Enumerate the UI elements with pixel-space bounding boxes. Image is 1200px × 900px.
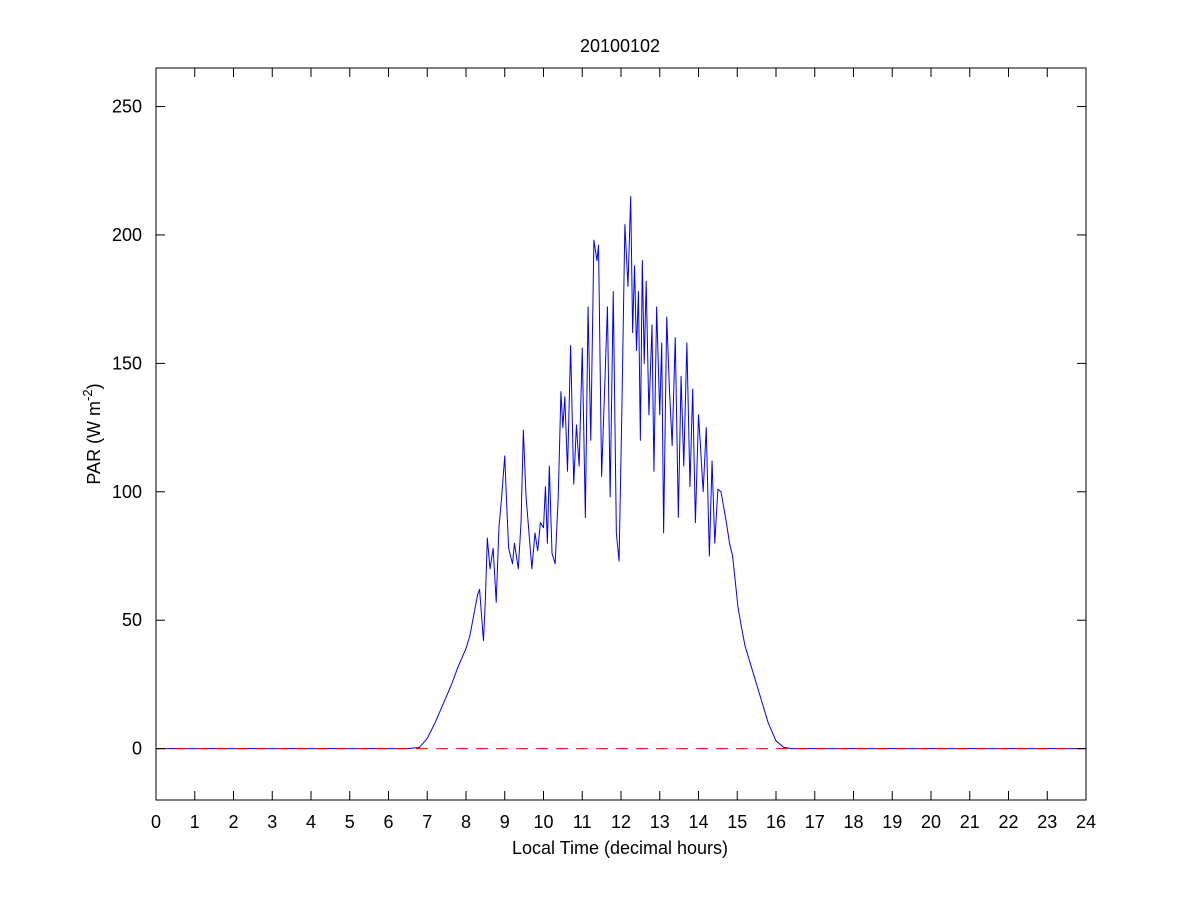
x-tick-label: 4: [306, 812, 316, 832]
x-tick-label: 15: [727, 812, 747, 832]
y-tick-label: 100: [112, 482, 142, 502]
y-axis-label-exponent: -2: [80, 389, 95, 401]
x-tick-label: 11: [573, 812, 592, 832]
x-tick-label: 3: [267, 812, 277, 832]
x-tick-label: 21: [960, 812, 980, 832]
y-axis-label-main: PAR (W m: [84, 401, 104, 485]
x-tick-label: 7: [422, 812, 432, 832]
x-tick-label: 0: [151, 812, 161, 832]
y-tick-label: 150: [112, 353, 142, 373]
x-tick-label: 1: [190, 812, 200, 832]
x-tick-label: 19: [882, 812, 902, 832]
x-tick-label: 16: [766, 812, 786, 832]
par-series-line: [156, 195, 1086, 750]
x-tick-label: 23: [1037, 812, 1057, 832]
x-tick-label: 10: [533, 812, 553, 832]
y-axis-label: PAR (W m-2): [80, 383, 104, 484]
x-tick-label: 8: [461, 812, 471, 832]
y-tick-label: 0: [132, 739, 142, 759]
x-tick-label: 24: [1076, 812, 1096, 832]
x-axis-ticks: 0 1 2 3 4 5 6 7 8 9 10 11 12 13 14 15 16 17 18 19 20 21 22 23 24: [151, 68, 1096, 832]
x-tick-label: 9: [500, 812, 510, 832]
y-tick-label: 250: [112, 97, 142, 117]
y-tick-label: 200: [112, 225, 142, 245]
x-tick-label: 13: [650, 812, 670, 832]
x-tick-label: 6: [383, 812, 393, 832]
y-tick-label: 50: [122, 610, 142, 630]
x-tick-label: 20: [921, 812, 941, 832]
x-tick-label: 22: [998, 812, 1018, 832]
y-axis-label-close: ): [84, 383, 104, 389]
x-tick-label: 18: [843, 812, 863, 832]
x-axis-label: Local Time (decimal hours): [512, 838, 728, 858]
x-tick-label: 12: [611, 812, 631, 832]
x-tick-label: 2: [228, 812, 238, 832]
chart-title: 20100102: [580, 36, 660, 56]
plot-series: [156, 195, 1086, 750]
x-tick-label: 14: [688, 812, 708, 832]
y-axis-ticks: 0 50 100 150 200 250: [112, 97, 1086, 759]
x-tick-label: 5: [345, 812, 355, 832]
x-tick-label: 17: [805, 812, 825, 832]
